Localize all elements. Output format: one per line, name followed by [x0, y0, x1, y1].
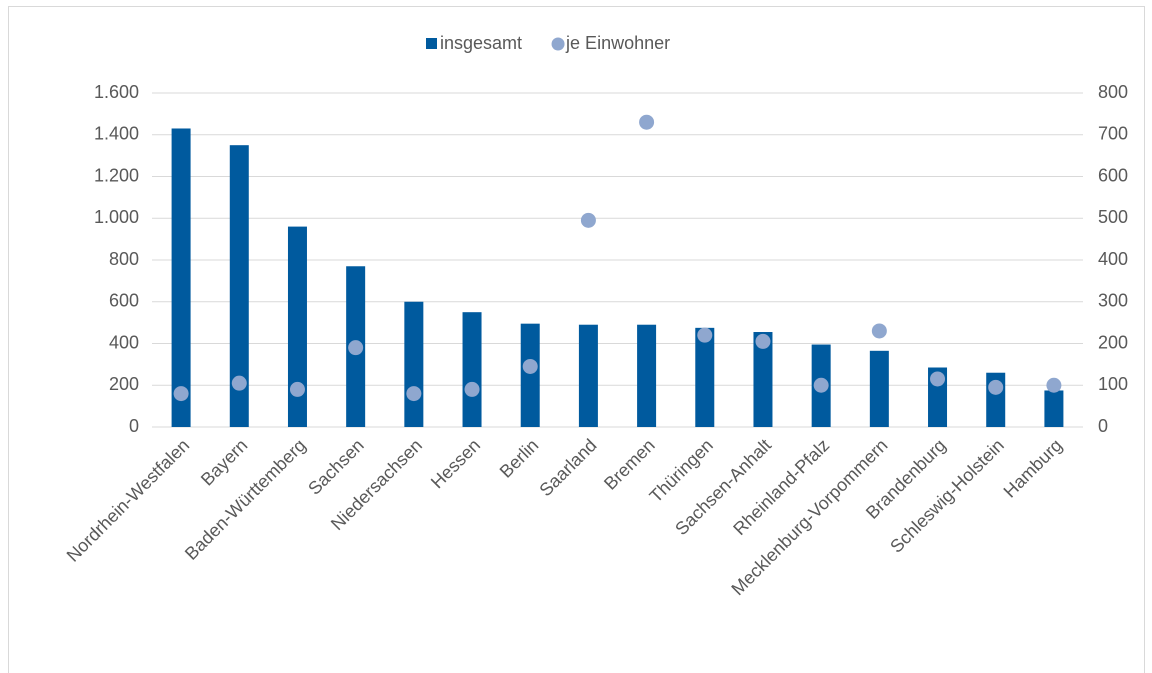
point	[988, 379, 1004, 395]
point	[289, 381, 305, 397]
y-tick-label: 1.400	[94, 124, 139, 144]
y2-tick-label: 500	[1098, 207, 1128, 227]
chart-frame	[8, 6, 1145, 673]
y2-tick-label: 400	[1098, 249, 1128, 269]
y-tick-label: 1.000	[94, 207, 139, 227]
legend: insgesamt je Einwohner	[426, 33, 670, 53]
y2-tick-label: 0	[1098, 416, 1108, 436]
y2-tick-label: 700	[1098, 124, 1128, 144]
bar	[869, 350, 889, 427]
point	[930, 371, 946, 387]
y-tick-label: 800	[109, 249, 139, 269]
point	[580, 212, 596, 228]
y-tick-label: 0	[129, 416, 139, 436]
bar	[1044, 390, 1064, 427]
y-tick-label: 1.200	[94, 165, 139, 185]
y-tick-label: 200	[109, 374, 139, 394]
point	[697, 327, 713, 343]
bar	[462, 312, 482, 427]
point	[871, 323, 887, 339]
y2-tick-label: 800	[1098, 82, 1128, 102]
point	[231, 375, 247, 391]
y-tick-label: 400	[109, 332, 139, 352]
bar	[520, 323, 540, 427]
y2-tick-label: 200	[1098, 332, 1128, 352]
y-tick-label: 600	[109, 291, 139, 311]
point	[348, 340, 364, 356]
y2-tick-label: 600	[1098, 165, 1128, 185]
point	[755, 333, 771, 349]
point	[464, 381, 480, 397]
bar	[171, 128, 191, 428]
point	[639, 114, 655, 130]
y2-tick-label: 100	[1098, 374, 1128, 394]
point	[1046, 377, 1062, 393]
point	[813, 377, 829, 393]
bar	[695, 327, 715, 427]
bar	[404, 301, 424, 427]
y-tick-label: 1.600	[94, 82, 139, 102]
bar	[637, 324, 657, 427]
bar	[229, 145, 249, 427]
legend-swatch	[551, 37, 565, 51]
point	[406, 386, 422, 402]
bar	[578, 324, 598, 427]
point	[522, 358, 538, 374]
legend-swatch	[426, 38, 437, 49]
legend-label: insgesamt	[440, 33, 522, 53]
bar	[287, 226, 307, 427]
point	[173, 386, 189, 402]
bar	[753, 332, 773, 427]
legend-label: je Einwohner	[565, 33, 670, 53]
y2-tick-label: 300	[1098, 291, 1128, 311]
